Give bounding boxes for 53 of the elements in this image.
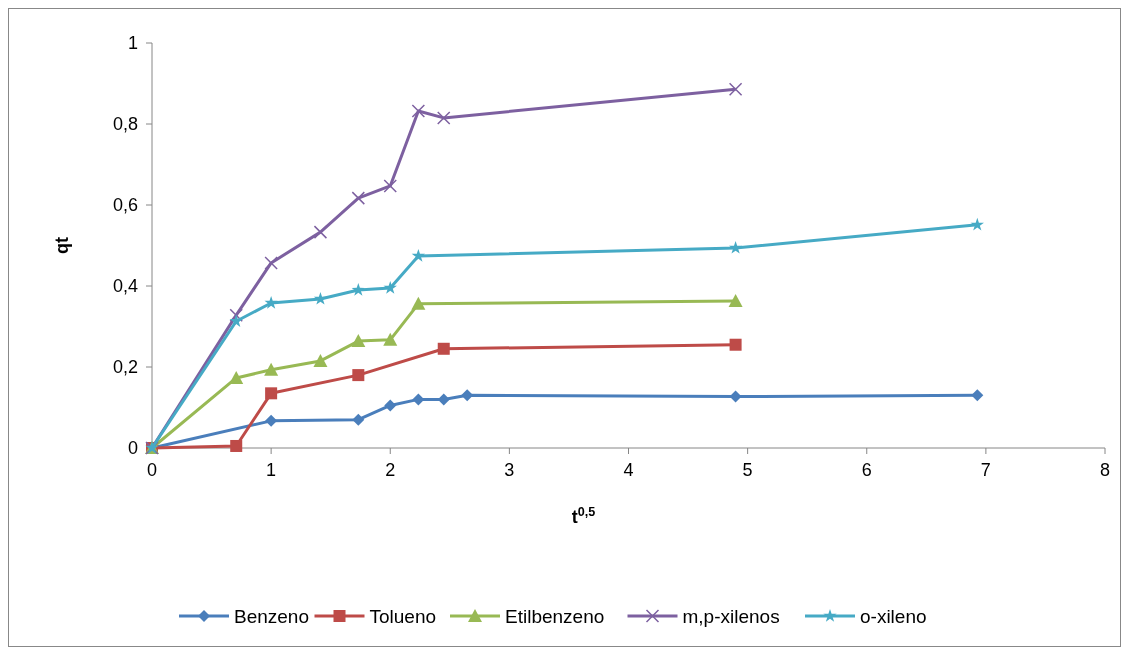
legend-label: o-xileno [860, 606, 927, 627]
point [729, 338, 742, 351]
point [728, 82, 743, 96]
x-tick-label: 0 [146, 460, 158, 480]
point [383, 281, 397, 294]
point [229, 314, 243, 327]
point [437, 342, 450, 355]
y-tick-label: 1 [127, 33, 138, 53]
point [411, 296, 426, 310]
point [351, 191, 366, 205]
y-tick-label: 0,2 [112, 357, 138, 377]
x-axis-title: t$^{0,5}$ [571, 505, 596, 527]
x-tick-label: 6 [861, 460, 872, 480]
point [383, 332, 398, 346]
legend-label: Etilbenzeno [505, 606, 605, 627]
point [436, 111, 451, 125]
point [352, 413, 365, 426]
point [264, 362, 279, 376]
x-tick-label: 5 [742, 460, 753, 480]
point [313, 353, 328, 367]
point [229, 308, 243, 322]
y-tick-label: 0 [127, 438, 138, 458]
legend-label: Benzeno [234, 606, 310, 627]
point [728, 293, 743, 307]
x-tick-label: 4 [623, 460, 634, 480]
legend-label: Tolueno [369, 606, 437, 627]
point [383, 179, 397, 193]
point [313, 291, 328, 305]
point [970, 217, 984, 231]
y-tick-label: 0,4 [112, 276, 138, 296]
x-tick-label: 3 [504, 460, 515, 480]
point [313, 225, 328, 239]
y-tick-label: 0,6 [112, 195, 138, 215]
point [264, 296, 278, 309]
point [411, 249, 426, 262]
point [351, 334, 366, 348]
point [230, 439, 243, 452]
x-tick-label: 1 [266, 460, 277, 480]
y-axis-title: qt [52, 237, 72, 254]
point [265, 387, 278, 400]
x-tick-label: 2 [385, 460, 396, 480]
point [229, 370, 244, 384]
point [411, 104, 426, 118]
y-tick-label: 0,8 [112, 114, 138, 134]
point [264, 256, 278, 270]
x-tick-label: 8 [1099, 460, 1111, 480]
point [384, 399, 397, 412]
point [352, 369, 365, 382]
point [351, 283, 365, 296]
x-tick-label: 7 [980, 460, 991, 480]
legend-label: m,p-xilenos [682, 606, 780, 627]
point [728, 240, 743, 254]
point [971, 389, 984, 402]
